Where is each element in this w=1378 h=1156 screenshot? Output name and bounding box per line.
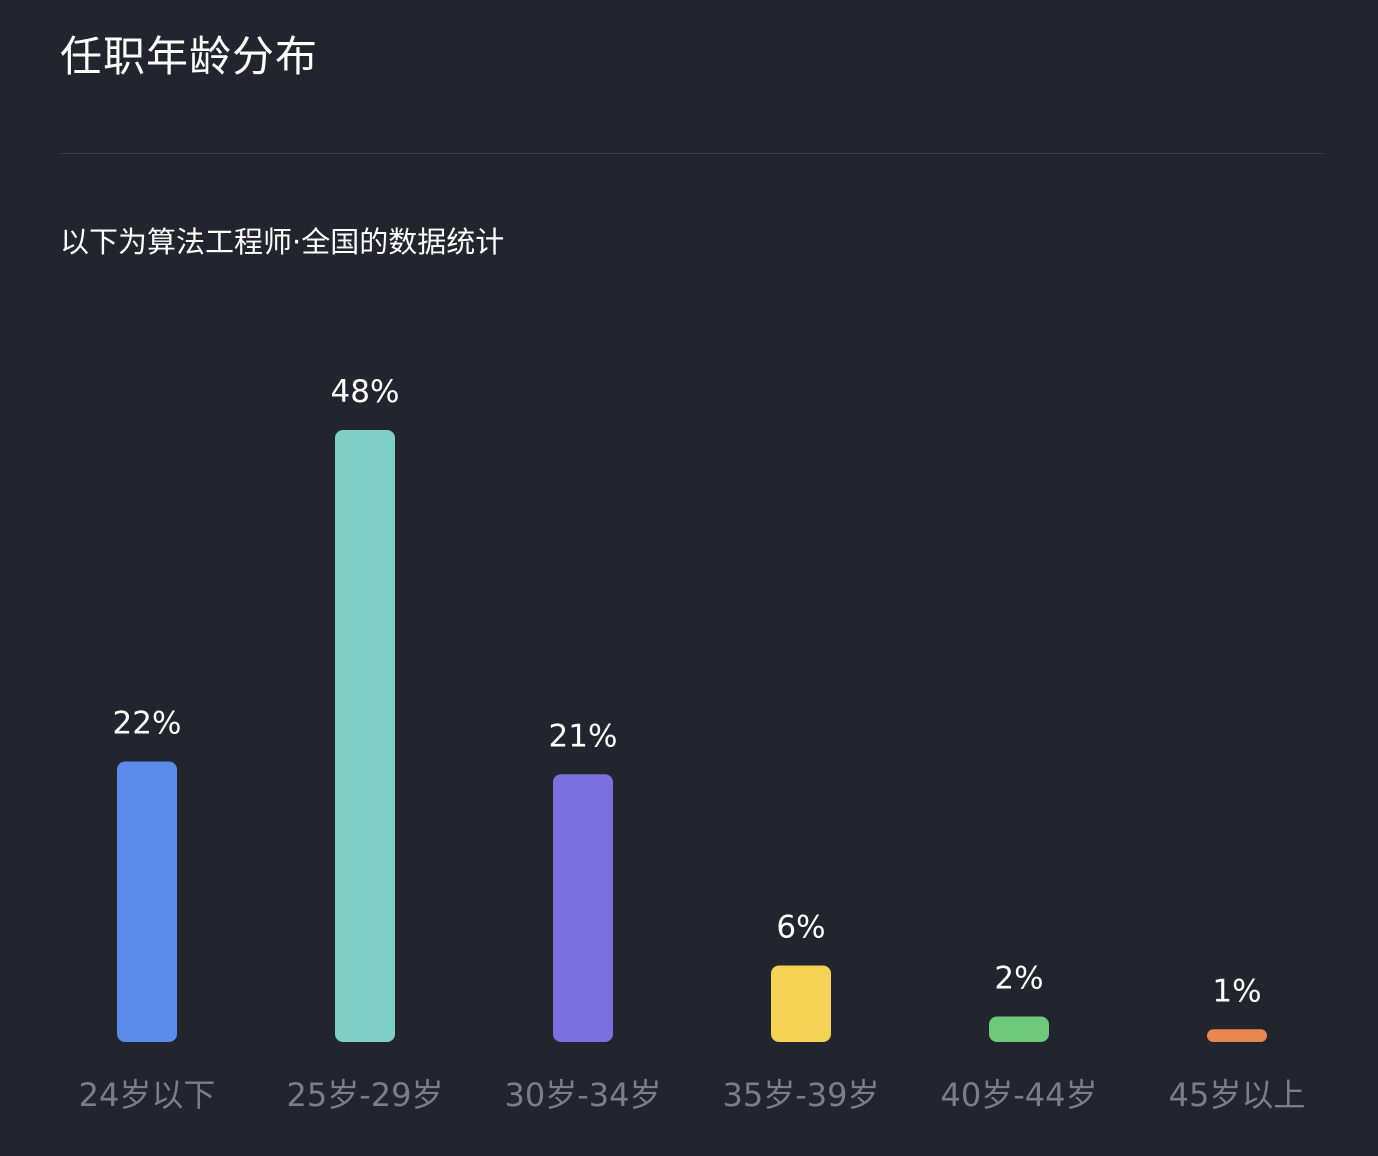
bar-value-label: 21% <box>549 718 618 754</box>
category-label: 30岁-34岁 <box>505 1076 662 1114</box>
bar-2 <box>553 774 613 1042</box>
bar-value-label: 48% <box>331 374 400 410</box>
chart-subtitle: 以下为算法工程师·全国的数据统计 <box>60 225 505 259</box>
bar-value-label: 22% <box>113 706 182 742</box>
category-label: 35岁-39岁 <box>723 1076 880 1114</box>
category-label: 25岁-29岁 <box>287 1076 444 1114</box>
bar-1 <box>335 430 395 1042</box>
divider <box>60 153 1324 154</box>
bar-5 <box>1207 1029 1267 1042</box>
category-label: 24岁以下 <box>79 1076 216 1114</box>
category-label: 40岁-44岁 <box>941 1076 1098 1114</box>
bar-3 <box>771 965 831 1042</box>
bar-value-label: 1% <box>1212 973 1261 1009</box>
bar-value-label: 6% <box>776 910 825 946</box>
category-label: 45岁以上 <box>1169 1076 1306 1114</box>
bar-0 <box>117 761 177 1042</box>
page-title: 任职年龄分布 <box>60 32 319 81</box>
bar-value-label: 2% <box>994 961 1043 997</box>
bar-4 <box>989 1016 1049 1042</box>
